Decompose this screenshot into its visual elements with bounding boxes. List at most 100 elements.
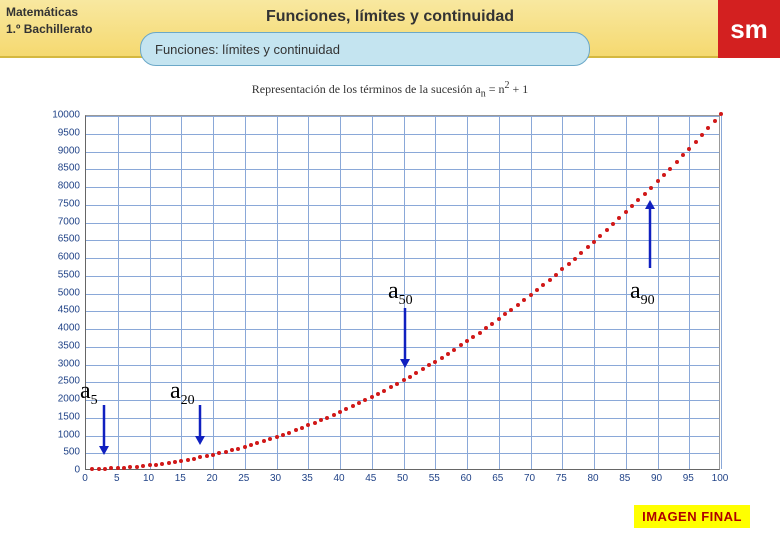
data-point — [681, 153, 685, 157]
data-point — [154, 463, 158, 467]
data-point — [300, 426, 304, 430]
data-point — [205, 454, 209, 458]
y-tick-label: 6500 — [38, 234, 80, 245]
data-point — [478, 331, 482, 335]
y-tick-label: 1500 — [38, 411, 80, 422]
y-tick-label: 500 — [38, 447, 80, 458]
data-point — [573, 257, 577, 261]
gridline-v — [150, 116, 151, 469]
x-tick-label: 90 — [651, 473, 662, 484]
data-point — [192, 457, 196, 461]
arrow-a90 — [642, 200, 658, 268]
data-point — [592, 240, 596, 244]
x-tick-label: 10 — [143, 473, 154, 484]
gridline-v — [277, 116, 278, 469]
gridline-v — [562, 116, 563, 469]
data-point — [694, 140, 698, 144]
data-point — [548, 278, 552, 282]
data-point — [173, 460, 177, 464]
subject-box: Matemáticas 1.º Bachillerato — [6, 4, 136, 38]
y-tick-label: 9500 — [38, 127, 80, 138]
data-point — [643, 192, 647, 196]
data-point — [402, 378, 406, 382]
x-tick-label: 20 — [206, 473, 217, 484]
data-point — [363, 398, 367, 402]
chart: 0500100015002000250030003500400045005000… — [40, 110, 730, 495]
y-tick-label: 7000 — [38, 216, 80, 227]
data-point — [522, 298, 526, 302]
annotation-a90: a90 — [630, 278, 655, 309]
x-tick-label: 60 — [460, 473, 471, 484]
gridline-v — [467, 116, 468, 469]
y-tick-label: 5500 — [38, 269, 80, 280]
data-point — [503, 312, 507, 316]
data-point — [148, 463, 152, 467]
gridline-v — [245, 116, 246, 469]
x-tick-label: 75 — [556, 473, 567, 484]
data-point — [459, 343, 463, 347]
data-point — [662, 173, 666, 177]
caption-suffix: + 1 — [509, 82, 528, 96]
data-point — [294, 428, 298, 432]
gridline-v — [721, 116, 722, 469]
data-point — [675, 160, 679, 164]
data-point — [630, 204, 634, 208]
data-point — [179, 459, 183, 463]
data-point — [128, 465, 132, 469]
gridline-v — [118, 116, 119, 469]
data-point — [255, 441, 259, 445]
x-tick-label: 15 — [175, 473, 186, 484]
imagen-final-text: IMAGEN FINAL — [642, 509, 742, 524]
data-point — [141, 464, 145, 468]
data-point — [122, 466, 126, 470]
data-point — [446, 352, 450, 356]
data-point — [389, 385, 393, 389]
header-bar: Matemáticas 1.º Bachillerato Funciones, … — [0, 0, 780, 58]
data-point — [719, 112, 723, 116]
gridline-v — [213, 116, 214, 469]
data-point — [230, 448, 234, 452]
data-point — [357, 401, 361, 405]
data-point — [275, 435, 279, 439]
y-tick-label: 4000 — [38, 323, 80, 334]
data-point — [497, 317, 501, 321]
data-point — [236, 447, 240, 451]
logo-text: sm — [730, 14, 768, 45]
x-tick-label: 50 — [397, 473, 408, 484]
data-point — [376, 392, 380, 396]
data-point — [452, 348, 456, 352]
y-tick-label: 6000 — [38, 252, 80, 263]
arrow-a20 — [192, 405, 208, 445]
data-point — [262, 439, 266, 443]
gridline-v — [499, 116, 500, 469]
x-tick-label: 40 — [333, 473, 344, 484]
data-point — [554, 273, 558, 277]
data-point — [649, 186, 653, 190]
gridline-v — [626, 116, 627, 469]
data-point — [560, 267, 564, 271]
data-point — [382, 389, 386, 393]
data-point — [160, 462, 164, 466]
y-tick-label: 4500 — [38, 305, 80, 316]
gridline-v — [594, 116, 595, 469]
imagen-final-badge[interactable]: IMAGEN FINAL — [634, 505, 750, 528]
gridline-v — [340, 116, 341, 469]
gridline-v — [308, 116, 309, 469]
data-point — [344, 407, 348, 411]
data-point — [713, 119, 717, 123]
data-point — [598, 234, 602, 238]
data-point — [700, 133, 704, 137]
annotation-a20: a20 — [170, 378, 195, 409]
y-tick-label: 3000 — [38, 358, 80, 369]
data-point — [706, 126, 710, 130]
x-tick-label: 95 — [683, 473, 694, 484]
data-point — [325, 416, 329, 420]
data-point — [243, 445, 247, 449]
data-point — [287, 431, 291, 435]
data-point — [109, 466, 113, 470]
data-point — [579, 251, 583, 255]
data-point — [313, 421, 317, 425]
data-point — [611, 222, 615, 226]
data-point — [465, 339, 469, 343]
data-point — [224, 450, 228, 454]
